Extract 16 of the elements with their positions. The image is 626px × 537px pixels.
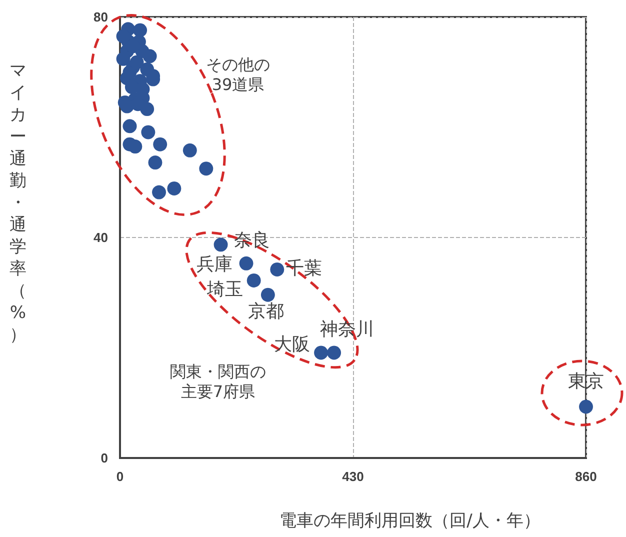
annotation: 大阪 [274,334,310,355]
y-tick-label: 40 [94,230,108,245]
x-tick-label: 860 [575,469,597,484]
y-tick-label: 0 [100,450,108,466]
annotation: 神奈川 [320,318,374,340]
annotation: 東京 [568,370,604,392]
x-tick-label: 0 [116,469,124,484]
y-tick-label: 80 [94,10,108,24]
x-axis-title: 電車の年間利用回数（回/人・年） [280,511,540,531]
annotation: その他の39道県 [205,55,271,95]
annotation: 兵庫 [196,254,232,276]
x-tick-label: 430 [342,469,364,484]
annotation: 京都 [248,300,284,322]
text: マイカー通勤・通学率（%） [10,61,26,345]
annotation: 関東・関西の主要7府県 [169,362,267,402]
annotation: 埼玉 [206,279,243,300]
